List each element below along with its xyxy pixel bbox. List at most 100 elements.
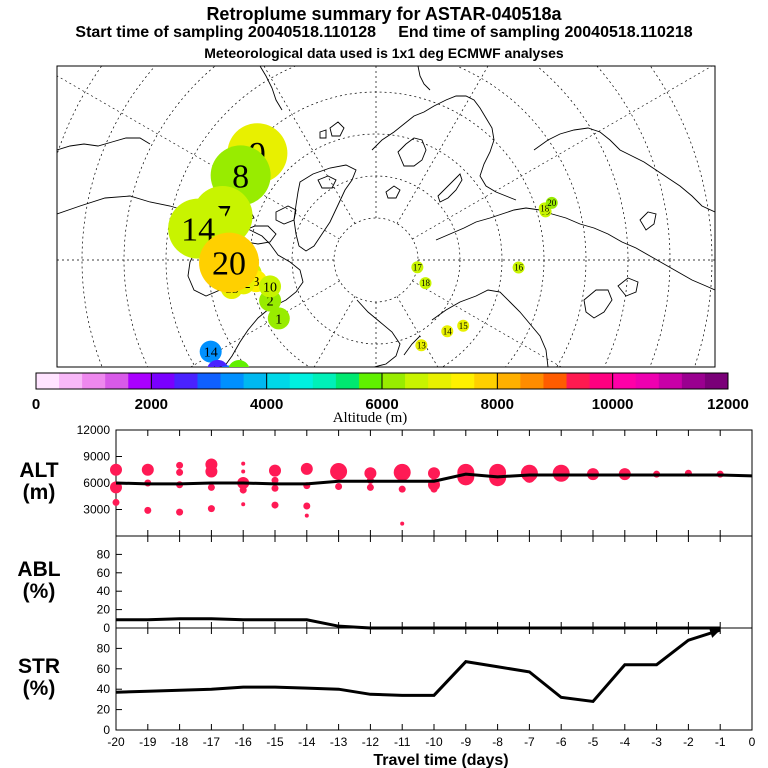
coast-iceland <box>317 175 337 189</box>
abl-line <box>116 617 721 630</box>
cluster-label: 8 <box>232 158 249 195</box>
y-tick-label: 40 <box>97 584 111 598</box>
colorbar-swatch <box>543 373 568 389</box>
y-axis-label: (%) <box>23 677 56 700</box>
altitude-colorbar: 0 2000 4000 6000 8000 10000 12000 <box>32 372 749 413</box>
alt-point <box>304 513 309 518</box>
alt-point <box>330 463 348 481</box>
x-tick-label: -17 <box>203 735 221 749</box>
coast-asia-far <box>533 127 715 213</box>
cluster-label: 2 <box>267 295 274 310</box>
latitude-circle <box>165 66 587 367</box>
chart-title: Retroplume summary for ASTAR-040518a <box>206 4 562 24</box>
cluster-marker: 19 <box>207 359 229 367</box>
cluster-marker: 1 <box>267 307 290 330</box>
colorbar-swatch <box>520 373 544 389</box>
alt-point <box>176 461 184 469</box>
cluster-circle <box>228 360 250 367</box>
colorbar-swatch <box>428 373 452 389</box>
cluster-label: 18 <box>421 278 431 288</box>
colorbar-swatch <box>589 373 614 389</box>
coast-alaska <box>356 299 421 367</box>
colorbar-swatch <box>658 373 683 389</box>
alt-point <box>269 464 281 477</box>
panel-str: 0 20 40 60 80 STR(%) <box>18 627 753 737</box>
cluster-label: 20 <box>547 198 557 208</box>
cluster-circle <box>199 340 222 363</box>
cluster-marker: 14 <box>441 325 454 338</box>
y-tick-label: 80 <box>97 641 111 655</box>
colorbar-swatch <box>59 373 83 389</box>
alt-point <box>335 483 343 491</box>
map-frame <box>56 65 716 368</box>
y-tick-label: 80 <box>97 547 111 561</box>
alt-point <box>430 485 438 493</box>
coast-japan <box>617 211 657 297</box>
y-tick-label: 6000 <box>83 476 110 490</box>
cluster-label: 10 <box>263 280 277 295</box>
colorbar-label: Altitude (m) <box>333 410 408 426</box>
y-tick-label: 3000 <box>83 503 110 517</box>
colorbar-swatch <box>289 373 314 389</box>
x-tick-label: -9 <box>460 735 471 749</box>
colorbar-tick-label: 4000 <box>250 396 283 413</box>
y-axis-label: ABL <box>17 558 60 581</box>
coast-novaya-zemlya <box>437 173 463 203</box>
y-tick-label: 12000 <box>77 423 111 437</box>
colorbar-tick-label: 6000 <box>365 396 398 413</box>
x-tick-label: -11 <box>394 735 411 749</box>
cluster-label: 18 <box>540 204 550 214</box>
alt-point <box>271 501 279 509</box>
alt-point <box>239 486 247 494</box>
cluster-marker: 20 <box>545 196 558 209</box>
alt-point <box>241 461 246 466</box>
coast-africa-top <box>259 66 283 111</box>
cluster-marker: 14 <box>199 340 222 363</box>
cluster-circle <box>545 196 558 209</box>
alt-point <box>303 502 311 510</box>
colorbar-swatch <box>474 373 498 389</box>
alt-mean-line <box>115 472 753 486</box>
cluster-circle <box>512 261 525 274</box>
x-tick-label: -20 <box>107 735 125 749</box>
coast-europe <box>371 95 517 201</box>
colorbar-swatch <box>266 373 291 389</box>
panel-frame <box>115 535 753 629</box>
colorbar-tick-label: 10000 <box>592 396 634 413</box>
colorbar-swatch <box>128 373 152 389</box>
cluster-circle <box>207 359 229 367</box>
x-tick-label: -18 <box>171 735 189 749</box>
cluster-marker: 13 <box>415 339 428 352</box>
coast-west-atlantic <box>57 137 151 151</box>
cluster-circle <box>407 407 429 429</box>
cluster-marker: 20 <box>199 232 260 293</box>
cluster-label: 13 <box>417 340 427 350</box>
coast-north-america <box>57 195 304 367</box>
alt-point <box>300 462 313 475</box>
alt-point <box>428 467 440 480</box>
x-tick-label: 0 <box>749 735 756 749</box>
colorbar-tick-label: 2000 <box>135 396 168 413</box>
coast-kamchatka <box>583 289 613 319</box>
alt-point <box>176 508 184 516</box>
colorbar-swatch <box>704 373 729 389</box>
x-tick-label: -19 <box>139 735 157 749</box>
alt-point <box>112 498 120 506</box>
cluster-marker: 16 <box>512 261 525 274</box>
x-tick-label: -14 <box>298 735 316 749</box>
colorbar-swatch <box>451 373 475 389</box>
colorbar-swatch <box>335 373 360 389</box>
y-tick-label: 0 <box>103 621 110 635</box>
cluster-circle <box>267 307 290 330</box>
y-tick-label: 9000 <box>83 450 110 464</box>
str-line <box>115 628 721 704</box>
alt-point <box>393 463 411 481</box>
y-tick-label: 60 <box>97 566 111 580</box>
colorbar-tick-label: 12000 <box>707 396 749 413</box>
alt-point <box>141 463 154 476</box>
colorbar-swatch <box>612 373 637 389</box>
x-tick-label: -8 <box>492 735 503 749</box>
str-arrowhead <box>709 628 721 638</box>
cluster-circle <box>419 277 432 290</box>
